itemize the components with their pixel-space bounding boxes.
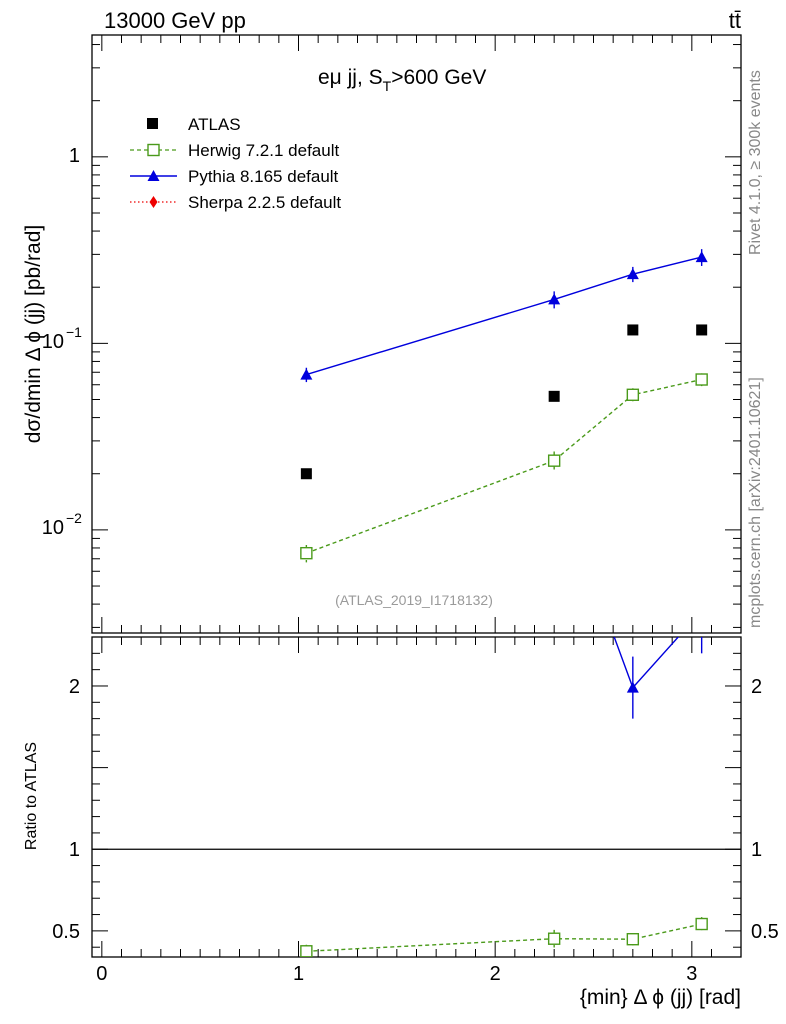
ratio-pythia-point <box>696 605 708 616</box>
ratio-y-tick-label-right: 0.5 <box>751 921 779 943</box>
main-herwig-point <box>695 373 708 386</box>
main-atlas-point <box>627 324 639 336</box>
main-atlas-point <box>548 390 560 402</box>
ratio-y-tick-label: 0.5 <box>52 921 80 943</box>
main-y-axis-label: dσ/dmin Δ ϕ (jj) [pb/rad] <box>22 225 45 444</box>
legend-herwig-marker <box>147 143 160 157</box>
legend-sherpa-marker <box>149 196 158 208</box>
x-tick-label: 3 <box>686 963 697 985</box>
ratio-herwig-point <box>695 917 708 931</box>
y-tick-label-0.1: 10 <box>42 331 64 353</box>
main-y-axis-ticks <box>92 35 741 633</box>
main-pythia-point <box>300 368 313 380</box>
ratio-y-tick-label-right: 1 <box>751 839 762 861</box>
main-data-layer <box>300 249 708 563</box>
legend-pythia-label: Pythia 8.165 default <box>188 167 339 186</box>
analysis-reference: (ATLAS_2019_I1718132) <box>335 592 493 608</box>
ratio-tick-labels: 0.5 0.5 1 1 2 2 0 1 2 3 <box>52 676 779 985</box>
x-tick-label: 0 <box>96 963 107 985</box>
x-tick-label: 1 <box>293 963 304 985</box>
x-axis-label: {min} Δ ϕ (jj) [rad] <box>580 986 741 1009</box>
main-y-tick-labels: 1 10 −1 10 −2 <box>42 145 82 539</box>
ratio-pythia-line <box>613 637 680 689</box>
legend-sherpa-label: Sherpa 2.2.5 default <box>188 193 341 212</box>
ratio-data-layer <box>92 451 741 957</box>
ratio-y-tick-label: 1 <box>69 839 80 861</box>
ratio-herwig-line <box>306 923 702 952</box>
main-herwig-point <box>547 454 561 467</box>
plot-title-tail: >600 GeV <box>391 66 486 89</box>
main-herwig-point <box>626 388 640 401</box>
y-tick-label-0.1-exponent: −1 <box>66 324 82 340</box>
legend-pythia-marker <box>147 170 160 181</box>
ratio-plot-frame <box>91 636 742 958</box>
legend-herwig-label: Herwig 7.2.1 default <box>188 141 339 160</box>
ratio-pythia-point <box>300 451 312 462</box>
plot-title-main: eμ jj, S <box>318 66 383 89</box>
ratio-herwig-point <box>300 945 313 957</box>
main-herwig-line <box>306 378 702 554</box>
legend-atlas-label: ATLAS <box>188 115 241 134</box>
main-pythia-point <box>548 293 561 305</box>
y-tick-label-1: 1 <box>69 145 80 167</box>
legend: ATLAS Herwig 7.2.1 default Pythia 8.165 … <box>130 115 341 212</box>
ratio-y-axis-label: Ratio to ATLAS <box>23 742 40 850</box>
ratio-axes-ticks <box>92 637 741 957</box>
y-tick-label-0.01-exponent: −2 <box>66 510 82 526</box>
main-pythia-point <box>695 251 708 263</box>
plot-title: eμ jj, ST>600 GeV <box>318 66 486 94</box>
rivet-note: Rivet 4.1.0, ≥ 300k events <box>747 70 764 255</box>
source-note: mcplots.cern.ch [arXiv:2401.10621] <box>747 377 764 628</box>
ratio-y-tick-label-right: 2 <box>751 676 762 698</box>
legend-atlas-marker <box>147 118 158 129</box>
ratio-pythia-point <box>626 681 639 693</box>
plot-title-subscript: T <box>383 78 392 94</box>
main-herwig-point <box>300 546 313 560</box>
main-atlas-point <box>696 324 708 336</box>
process-label: tt̄ <box>729 8 741 33</box>
main-pythia-point <box>626 268 639 280</box>
y-tick-label-0.01: 10 <box>42 517 64 539</box>
energy-label: 13000 GeV pp <box>104 8 246 33</box>
ratio-y-tick-label: 2 <box>69 676 80 698</box>
main-atlas-point <box>300 468 312 480</box>
ratio-herwig-point <box>547 932 561 945</box>
x-tick-label: 2 <box>490 963 501 985</box>
ratio-herwig-point <box>626 933 640 946</box>
main-pythia-line <box>306 256 702 376</box>
